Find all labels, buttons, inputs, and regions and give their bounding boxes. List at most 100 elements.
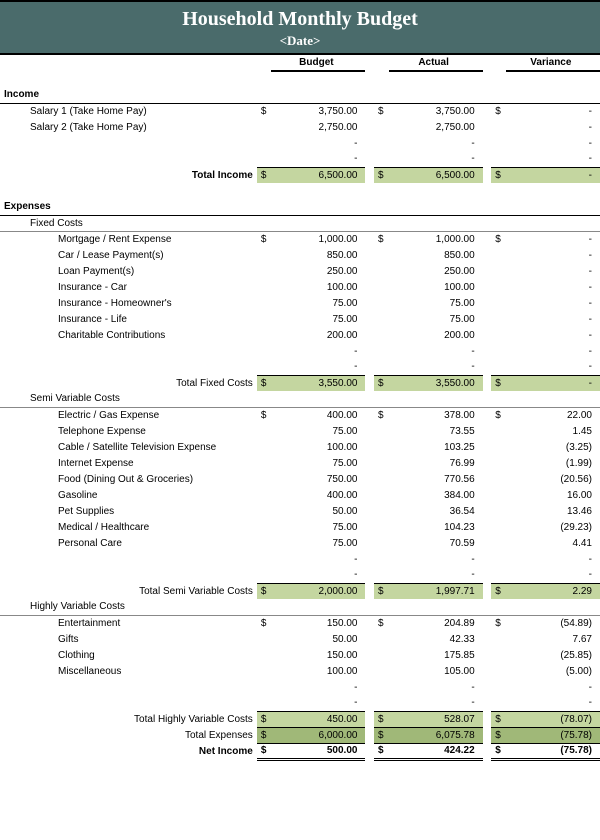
line-item: Cable / Satellite Television Expense 100.… (0, 439, 600, 455)
item-label: Telephone Expense (0, 423, 257, 439)
item-label: Insurance - Life (0, 311, 257, 327)
item-budget: 75.00 (271, 311, 365, 327)
item-variance: - (506, 103, 600, 119)
item-label: Personal Care (0, 535, 257, 551)
item-budget: 400.00 (271, 407, 365, 423)
net-income-row: Net Income $ 500.00 $ 424.22 $ (75.78) (0, 743, 600, 759)
item-actual: 770.56 (389, 471, 483, 487)
item-actual: 384.00 (389, 487, 483, 503)
item-budget: 75.00 (271, 519, 365, 535)
item-variance: (54.89) (506, 615, 600, 631)
item-actual: 70.59 (389, 535, 483, 551)
item-actual: 75.00 (389, 295, 483, 311)
item-label: Salary 1 (Take Home Pay) (0, 103, 257, 119)
item-actual: - (389, 679, 483, 695)
item-budget: 150.00 (271, 615, 365, 631)
item-variance: 16.00 (506, 487, 600, 503)
item-budget: 3,750.00 (271, 103, 365, 119)
total-expenses-row: Total Expenses $6,000.00 $6,075.78 $(75.… (0, 727, 600, 743)
item-actual: 378.00 (389, 407, 483, 423)
item-actual: 200.00 (389, 327, 483, 343)
item-label: Salary 2 (Take Home Pay) (0, 119, 257, 135)
item-actual: 1,000.00 (389, 231, 483, 247)
line-item: Insurance - Homeowner's75.0075.00- (0, 295, 600, 311)
item-variance: - (506, 311, 600, 327)
item-label: Loan Payment(s) (0, 263, 257, 279)
item-budget: - (271, 359, 365, 375)
item-actual: 2,750.00 (389, 119, 483, 135)
item-budget: 75.00 (271, 455, 365, 471)
item-label (0, 695, 257, 711)
item-variance: - (506, 695, 600, 711)
item-label (0, 551, 257, 567)
line-item: Pet Supplies50.0036.5413.46 (0, 503, 600, 519)
item-variance: 7.67 (506, 631, 600, 647)
item-budget: 75.00 (271, 295, 365, 311)
item-variance: (29.23) (506, 519, 600, 535)
item-label: Insurance - Car (0, 279, 257, 295)
total-fixed-row: Total Fixed Costs $3,550.00 $3,550.00 $- (0, 375, 600, 391)
line-item: Internet Expense75.0076.99(1.99) (0, 455, 600, 471)
item-variance: 13.46 (506, 503, 600, 519)
item-budget: - (271, 567, 365, 583)
item-budget: 75.00 (271, 423, 365, 439)
column-header-row: Budget Actual Variance (0, 55, 600, 71)
item-label (0, 359, 257, 375)
highly-costs-header: Highly Variable Costs (0, 599, 600, 615)
item-label: Car / Lease Payment(s) (0, 247, 257, 263)
item-actual: - (389, 343, 483, 359)
total-income-row: Total Income $6,500.00 $6,500.00 $- (0, 167, 600, 183)
item-label (0, 567, 257, 583)
item-label: Mortgage / Rent Expense (0, 231, 257, 247)
item-budget: 50.00 (271, 631, 365, 647)
item-variance: - (506, 247, 600, 263)
line-item: --- (0, 551, 600, 567)
line-item: --- (0, 359, 600, 375)
item-actual: 36.54 (389, 503, 483, 519)
item-budget: - (271, 695, 365, 711)
line-item: Electric / Gas Expense$400.00$378.00$22.… (0, 407, 600, 423)
line-item: Loan Payment(s)250.00250.00- (0, 263, 600, 279)
total-semi-row: Total Semi Variable Costs $2,000.00 $1,9… (0, 583, 600, 599)
item-label: Cable / Satellite Television Expense (0, 439, 257, 455)
item-label: Electric / Gas Expense (0, 407, 257, 423)
item-budget: 100.00 (271, 663, 365, 679)
item-variance: - (506, 263, 600, 279)
page-title: Household Monthly Budget (0, 8, 600, 31)
item-label (0, 151, 257, 167)
line-item: --- (0, 151, 600, 167)
item-actual: 175.85 (389, 647, 483, 663)
item-budget: - (271, 343, 365, 359)
item-variance: - (506, 343, 600, 359)
item-actual: 103.25 (389, 439, 483, 455)
item-actual: - (389, 359, 483, 375)
line-item: Entertainment$150.00$204.89$(54.89) (0, 615, 600, 631)
income-header: Income (0, 87, 600, 103)
item-variance: (1.99) (506, 455, 600, 471)
item-actual: - (389, 151, 483, 167)
item-label (0, 343, 257, 359)
col-actual: Actual (389, 55, 483, 71)
item-budget: 250.00 (271, 263, 365, 279)
line-item: --- (0, 679, 600, 695)
item-budget: - (271, 151, 365, 167)
line-item: Insurance - Life75.0075.00- (0, 311, 600, 327)
item-variance: - (506, 679, 600, 695)
line-item: Salary 1 (Take Home Pay)$3,750.00$3,750.… (0, 103, 600, 119)
item-label (0, 679, 257, 695)
item-actual: 850.00 (389, 247, 483, 263)
line-item: --- (0, 135, 600, 151)
item-label: Gasoline (0, 487, 257, 503)
item-actual: - (389, 135, 483, 151)
line-item: Miscellaneous100.00105.00(5.00) (0, 663, 600, 679)
line-item: Car / Lease Payment(s)850.00850.00- (0, 247, 600, 263)
line-item: Medical / Healthcare75.00104.23(29.23) (0, 519, 600, 535)
line-item: --- (0, 343, 600, 359)
line-item: Gifts50.0042.337.67 (0, 631, 600, 647)
item-variance: - (506, 151, 600, 167)
item-actual: 105.00 (389, 663, 483, 679)
item-variance: - (506, 279, 600, 295)
item-variance: (3.25) (506, 439, 600, 455)
item-budget: 100.00 (271, 439, 365, 455)
item-budget: 75.00 (271, 535, 365, 551)
